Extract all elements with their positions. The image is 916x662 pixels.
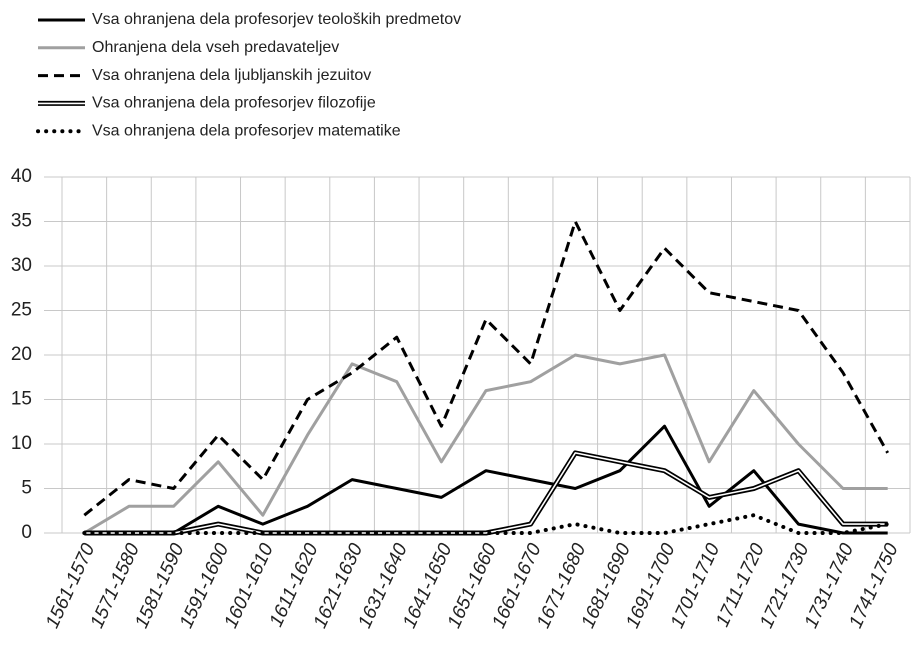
- y-tick-label: 10: [11, 433, 32, 454]
- y-tick-label: 25: [11, 300, 32, 321]
- series-line: [84, 424, 888, 535]
- series-line-inner: [84, 452, 888, 534]
- series-line: [83, 353, 888, 535]
- y-tick-label: 40: [11, 166, 32, 187]
- y-tick-label: 0: [21, 522, 32, 543]
- y-tick-label: 5: [21, 478, 32, 499]
- legend-label: Vsa ohranjena dela profesorjev filozofij…: [92, 95, 376, 112]
- legend-label: Vsa ohranjena dela profesorjev matematik…: [92, 122, 401, 139]
- legend-label: Ohranjena dela vseh predavateljev: [92, 39, 339, 56]
- y-tick-label: 30: [11, 255, 32, 276]
- series-line: [82, 513, 890, 535]
- y-tick-label: 35: [11, 211, 32, 232]
- legend-label: Vsa ohranjena dela ljubljanskih jezuitov: [92, 67, 371, 84]
- legend-label: Vsa ohranjena dela profesorjev teoloških…: [92, 11, 461, 28]
- y-tick-label: 20: [11, 344, 32, 365]
- y-tick-label: 15: [11, 389, 32, 410]
